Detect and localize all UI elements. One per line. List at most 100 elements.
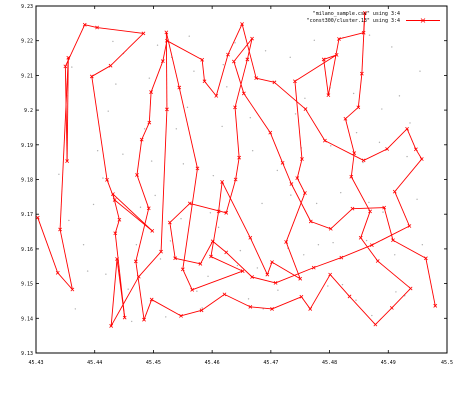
background-dot — [151, 160, 152, 161]
series-segment — [166, 32, 179, 87]
x-tick-label: 45.46 — [205, 360, 220, 366]
background-dot — [290, 194, 291, 195]
series-segment — [324, 59, 329, 95]
series-segment — [216, 55, 228, 96]
background-dot — [381, 108, 382, 109]
series-segment — [60, 229, 72, 289]
background-dot — [115, 83, 116, 84]
background-dot — [83, 244, 84, 245]
series-lines — [38, 13, 435, 326]
series-segment — [250, 307, 272, 309]
series-segment — [111, 33, 144, 65]
series-segment — [113, 194, 152, 231]
y-tick-label: 9.15 — [21, 282, 33, 288]
background-dot — [93, 204, 94, 205]
series-segment — [183, 269, 192, 289]
background-dot — [187, 107, 188, 108]
background-dot — [252, 150, 253, 151]
background-dot — [406, 156, 407, 157]
background-dot — [290, 57, 291, 58]
series-segment — [267, 262, 272, 274]
series-segment — [92, 66, 111, 77]
background-dot — [183, 163, 184, 164]
background-dots — [58, 34, 423, 322]
series-segment — [407, 129, 416, 149]
background-dot — [248, 298, 249, 299]
y-tick-label: 9.16 — [21, 247, 33, 253]
series-segment — [395, 159, 422, 192]
background-dot — [154, 195, 155, 196]
background-dot — [105, 274, 106, 275]
series-segment — [283, 163, 292, 184]
background-dot — [399, 95, 400, 96]
series-segment — [274, 82, 305, 109]
series-segment — [211, 211, 219, 256]
series-segment — [205, 81, 217, 96]
y-tick-label: 9.14 — [21, 316, 33, 322]
series-point-marker — [390, 306, 393, 309]
background-dot — [144, 128, 145, 129]
series-segment — [202, 60, 204, 82]
series-point-marker — [409, 287, 412, 290]
background-dot — [395, 291, 396, 292]
background-dot — [58, 174, 59, 175]
background-dot — [368, 202, 369, 203]
background-dot — [356, 132, 357, 133]
series-segment — [297, 159, 302, 178]
series-segment — [236, 158, 240, 180]
series-segment — [175, 258, 200, 264]
series-point-marker — [329, 273, 332, 276]
series-segment — [228, 24, 242, 55]
series-point-marker — [225, 251, 228, 254]
background-dot — [316, 203, 317, 204]
series-segment — [202, 294, 225, 310]
background-dot — [210, 212, 211, 213]
background-dot — [295, 113, 296, 114]
series-segment — [272, 262, 300, 279]
series-point-marker — [304, 107, 307, 110]
background-dot — [250, 117, 251, 118]
y-tick-label: 9.19 — [21, 143, 33, 149]
series-segment — [351, 153, 354, 177]
background-dot — [207, 276, 208, 277]
series-segment — [387, 129, 407, 149]
background-dot — [371, 315, 372, 316]
series-segment — [330, 275, 349, 297]
series-point-marker — [151, 229, 154, 232]
background-dot — [160, 258, 161, 259]
background-dot — [369, 34, 370, 35]
background-dot — [149, 77, 150, 78]
series-segment — [58, 273, 73, 290]
plot-frame — [36, 6, 447, 353]
background-dot — [277, 289, 278, 290]
background-dot — [277, 170, 278, 171]
background-dot — [240, 250, 241, 251]
background-dot — [304, 98, 305, 99]
series-segment — [200, 241, 212, 264]
background-dot — [223, 64, 224, 65]
background-dot — [218, 227, 219, 228]
series-segment — [256, 78, 274, 82]
series-segment — [339, 33, 364, 39]
background-dot — [330, 145, 331, 146]
x-tick-label: 45.45 — [146, 360, 161, 366]
series-point-marker — [223, 293, 226, 296]
background-dot — [213, 175, 214, 176]
series-segment — [331, 209, 353, 229]
background-dot — [68, 220, 69, 221]
series-segment — [97, 28, 143, 34]
background-dot — [303, 254, 304, 255]
background-dot — [237, 265, 238, 266]
series-segment — [65, 25, 84, 67]
y-tick-label: 9.2 — [24, 108, 33, 114]
background-dot — [332, 242, 333, 243]
background-dot — [196, 291, 197, 292]
background-dot — [340, 192, 341, 193]
background-dot — [366, 240, 367, 241]
series-segment — [393, 240, 426, 258]
series-segment — [161, 109, 167, 251]
background-dot — [257, 267, 258, 268]
series-segment — [328, 39, 339, 95]
series-segment — [345, 107, 358, 118]
background-dot — [221, 126, 222, 127]
